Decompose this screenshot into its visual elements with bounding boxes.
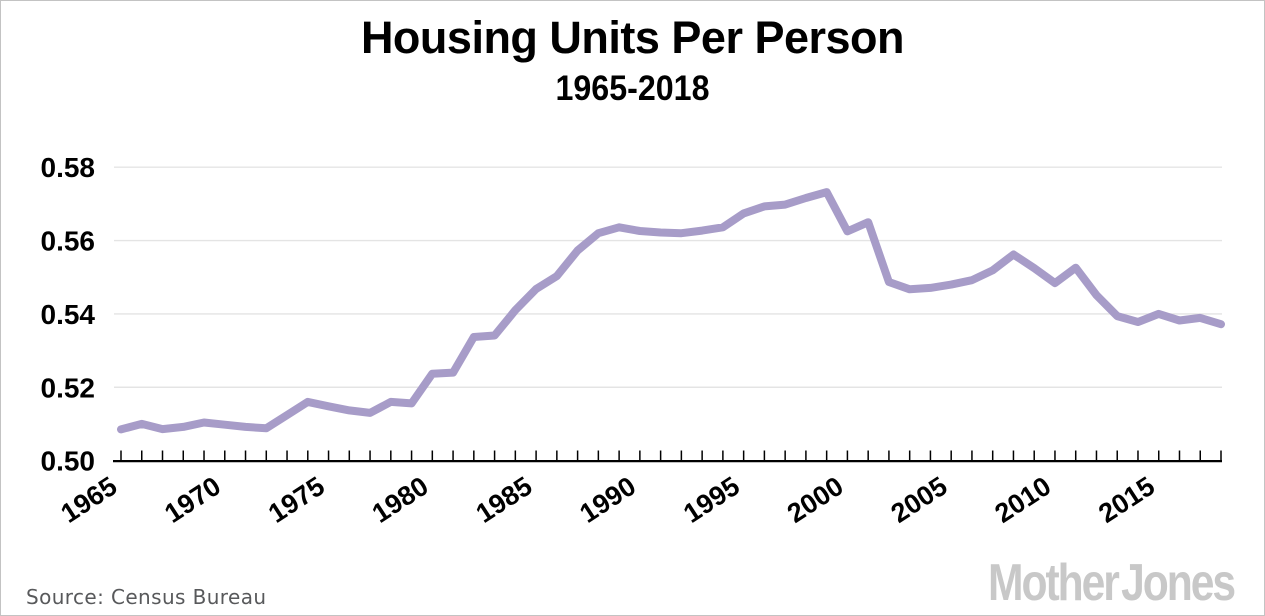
x-tick-label: 1975: [263, 471, 330, 529]
chart-title: Housing Units Per Person: [360, 12, 905, 63]
y-tick-label: 0.52: [41, 372, 96, 403]
source-note: Source: Census Bureau: [26, 585, 267, 609]
chart-subtitle: 1965-2018: [555, 69, 710, 108]
y-tick-label: 0.58: [41, 152, 96, 183]
y-tick-label: 0.50: [41, 446, 96, 477]
x-tick-label: 1995: [678, 471, 745, 529]
x-tick-label: 1985: [471, 471, 538, 529]
x-tick-label: 1970: [159, 471, 226, 529]
x-tick-label: 1980: [367, 471, 434, 529]
data-line: [117, 188, 1225, 434]
x-tick-label: 1965: [56, 471, 123, 529]
x-tick-label: 1990: [574, 471, 641, 529]
x-tick-label: 2015: [1093, 471, 1160, 529]
x-tick-label: 2000: [782, 471, 849, 529]
motherjones-logo: Mother Jones: [987, 554, 1236, 612]
x-tick-label: 2005: [886, 471, 953, 529]
x-tick-label: 2010: [990, 471, 1057, 529]
y-tick-label: 0.54: [41, 299, 96, 330]
y-tick-label: 0.56: [41, 226, 96, 257]
